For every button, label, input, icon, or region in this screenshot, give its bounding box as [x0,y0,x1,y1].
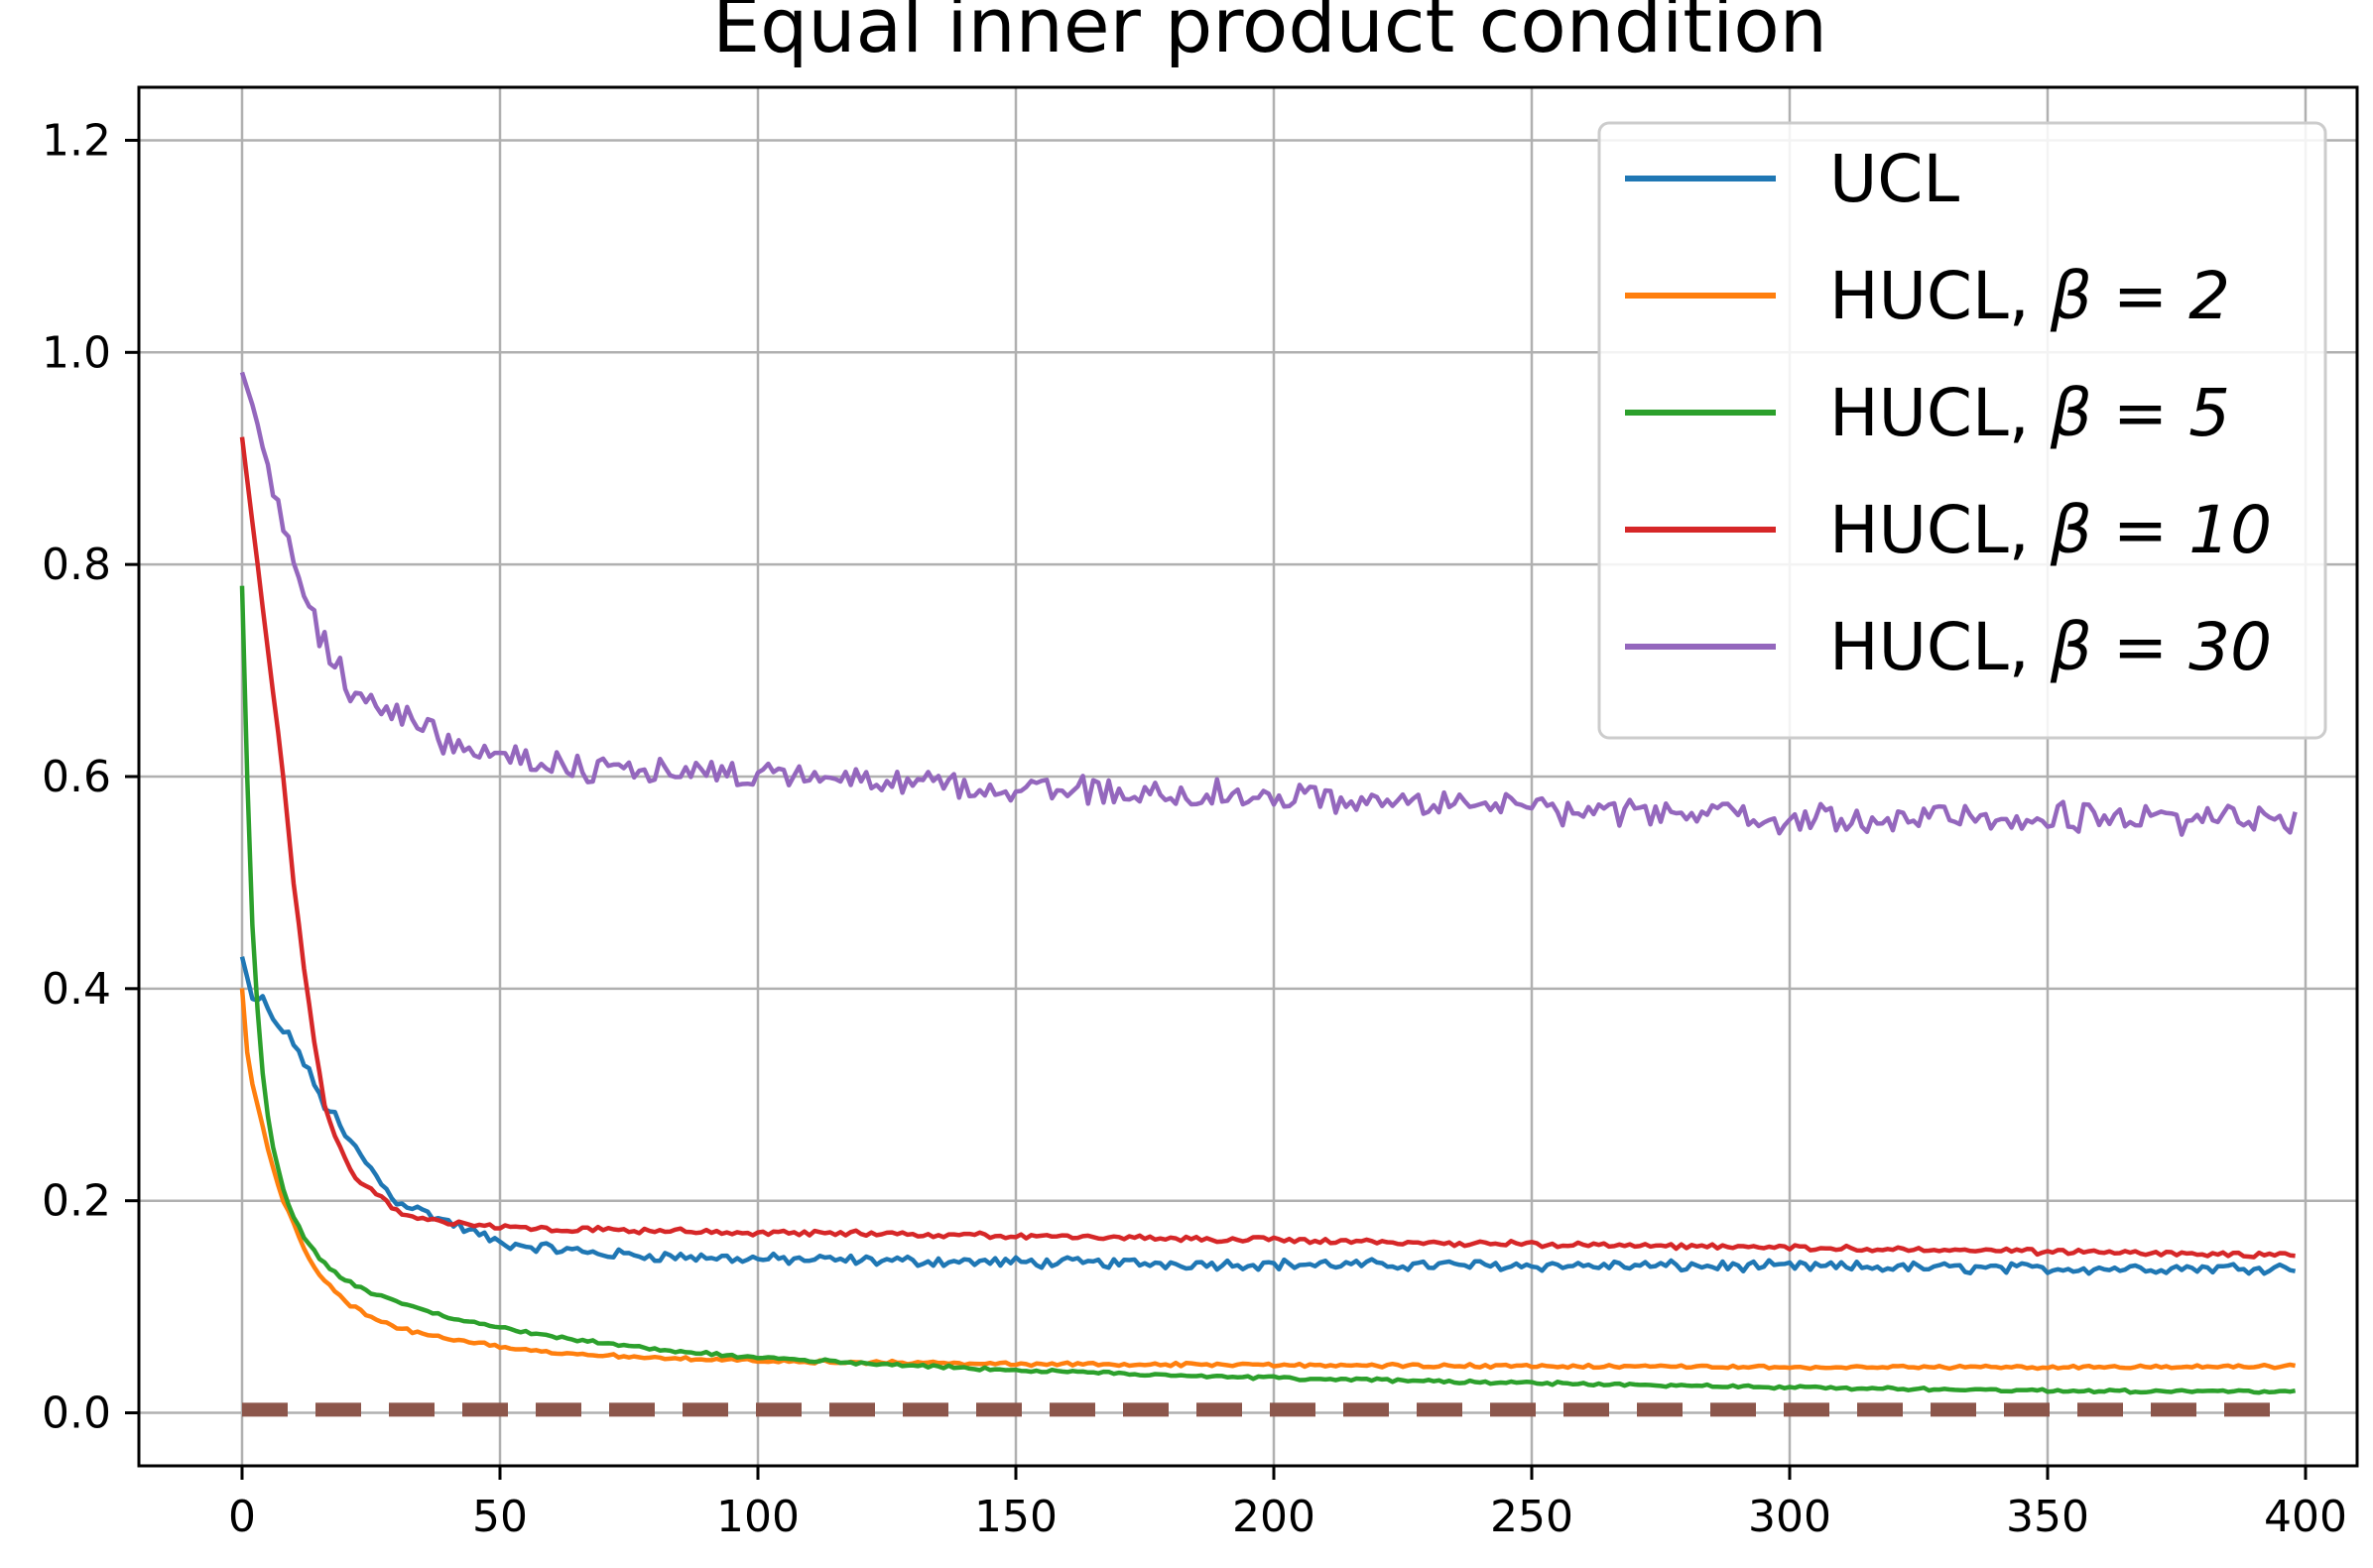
y-tick-label: 0.6 [42,752,111,802]
x-tick-label: 200 [1232,1492,1315,1542]
legend-label-prefix: HUCL, [1829,258,2051,334]
legend-label-math: β = 2 [2050,258,2230,334]
y-tick-label: 0.4 [42,964,111,1015]
x-tick-label: 350 [2006,1492,2089,1542]
legend-label-prefix: HUCL, [1829,609,2051,685]
y-tick-label: 0.0 [42,1388,111,1439]
legend-label-prefix: HUCL, [1829,492,2051,568]
y-tick-label: 0.2 [42,1176,111,1227]
legend-label-math: β = 30 [2050,609,2272,685]
legend-box [1597,121,2327,740]
legend-label: HUCL, β = 2 [1829,258,2230,334]
y-tick-label: 1.2 [42,115,111,166]
legend-label: HUCL, β = 10 [1829,492,2272,568]
chart-title: Equal inner product condition [712,0,1827,69]
legend-label-math: β = 10 [2050,492,2272,568]
legend-label: HUCL, β = 30 [1829,609,2272,685]
legend-label-prefix: HUCL, [1829,375,2051,451]
series-line-1 [239,988,2297,1372]
x-tick-label: 400 [2264,1492,2347,1542]
legend-label-math: β = 5 [2050,375,2230,451]
series-line-0 [239,956,2297,1276]
legend-label: UCL [1829,141,1959,217]
x-tick-label: 50 [472,1492,528,1542]
series-line-3 [239,436,2296,1260]
x-tick-label: 250 [1490,1492,1573,1542]
legend-label-prefix: UCL [1829,141,1959,217]
x-tick-label: 150 [974,1492,1058,1542]
series-line-2 [239,585,2297,1395]
x-tick-label: 100 [716,1492,800,1542]
legend-label: HUCL, β = 5 [1829,375,2230,451]
y-tick-label: 0.8 [42,540,111,590]
series-lines [239,371,2298,1417]
y-tick-label: 1.0 [42,327,111,378]
series-line-4 [239,371,2298,837]
x-tick-label: 300 [1748,1492,1831,1542]
x-tick-label: 0 [228,1492,256,1542]
axis-ticks: 0 50 100 150 200 250 300 350 400 0.0 0.2 0.4 0.6 0.8 1… [42,115,2347,1542]
